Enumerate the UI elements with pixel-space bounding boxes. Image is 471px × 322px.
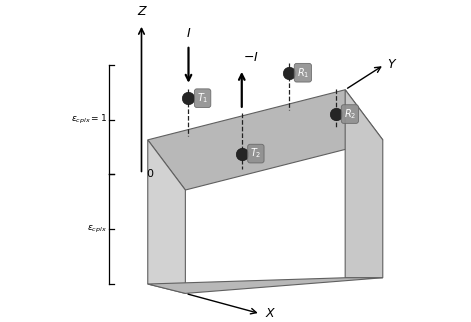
Text: $-I$: $-I$ — [243, 51, 259, 64]
Polygon shape — [148, 140, 186, 293]
Text: $\varepsilon_{cplx}$: $\varepsilon_{cplx}$ — [87, 223, 107, 235]
Polygon shape — [345, 90, 383, 278]
Text: $R_1$: $R_1$ — [297, 66, 309, 80]
Text: $T_1$: $T_1$ — [197, 91, 208, 105]
Text: $I$: $I$ — [186, 27, 191, 40]
Text: $T_2$: $T_2$ — [250, 147, 261, 160]
Text: Y: Y — [388, 58, 395, 71]
Polygon shape — [148, 90, 383, 190]
Text: Z: Z — [137, 5, 146, 18]
Text: X: X — [265, 307, 274, 320]
Text: $R_2$: $R_2$ — [344, 107, 356, 121]
Text: $\varepsilon_{cplx} = 1$: $\varepsilon_{cplx} = 1$ — [71, 113, 107, 126]
Polygon shape — [148, 278, 383, 293]
Text: 0: 0 — [146, 169, 153, 179]
